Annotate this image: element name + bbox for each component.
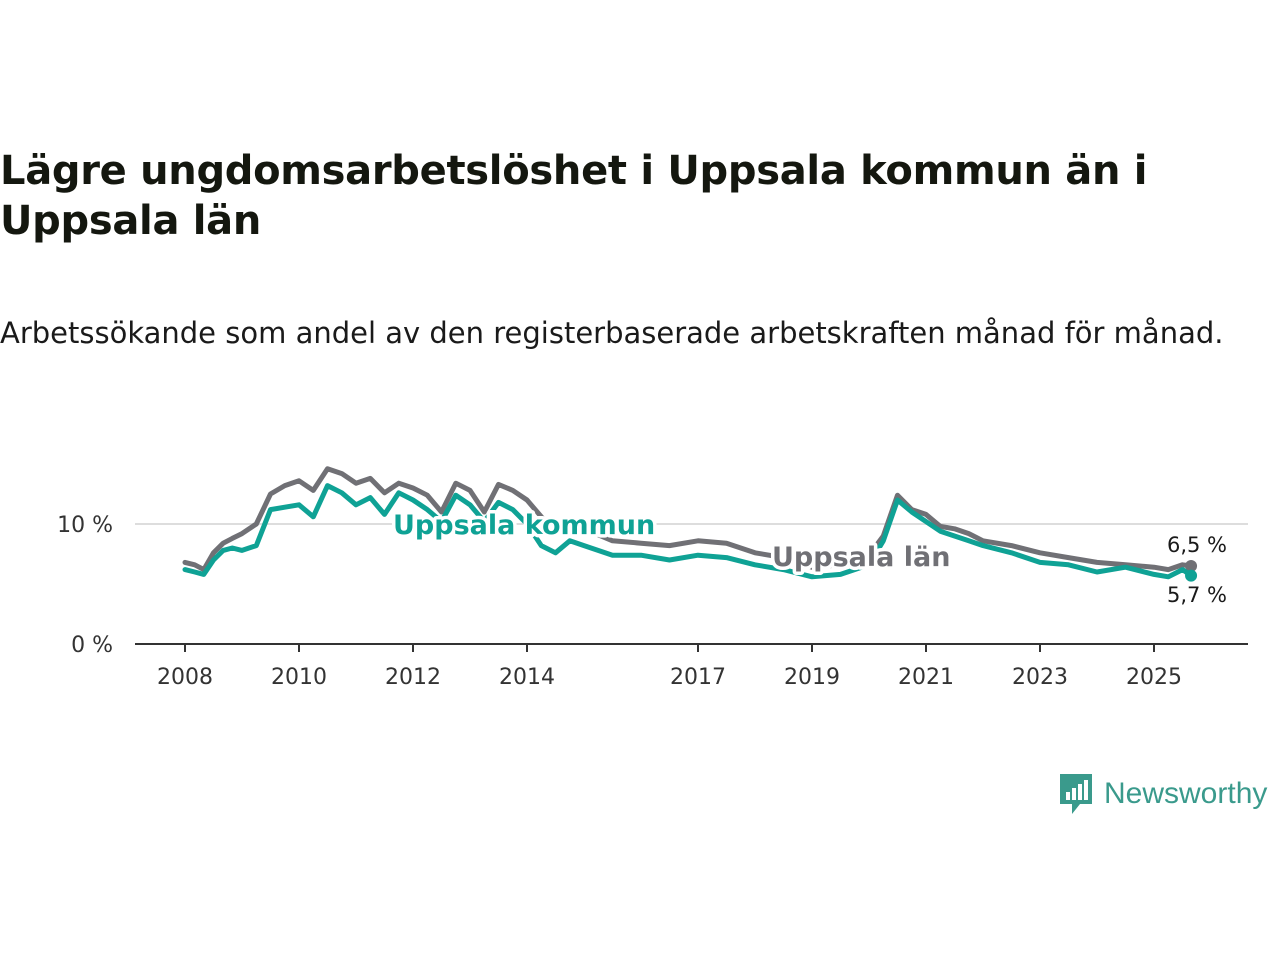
x-tick-label: 2019	[784, 665, 840, 690]
series-label-uppsala-kommun: Uppsala kommun	[393, 510, 655, 541]
series-line-uppsala-lan	[182, 466, 1194, 573]
x-axis	[135, 643, 1248, 652]
y-tick-label: 10 %	[57, 513, 113, 538]
end-label-uppsala-lan: 6,5 %	[1167, 533, 1227, 557]
x-tick-label: 2021	[898, 665, 954, 690]
end-point-uppsala-kommun	[1185, 569, 1198, 582]
end-point-uppsala-lan	[1185, 560, 1198, 572]
series-label-uppsala-lan: Uppsala län	[772, 542, 950, 573]
y-tick-label: 0 %	[71, 633, 113, 658]
chart-subtitle: Arbetssökande som andel av den registerb…	[0, 316, 1224, 350]
newsworthy-logo-icon	[1060, 774, 1092, 814]
x-tick-label: 2008	[157, 665, 213, 690]
brand-name: Newsworthy	[1104, 777, 1268, 810]
x-tick-label: 2025	[1126, 665, 1182, 690]
x-tick-label: 2017	[670, 665, 726, 690]
line-chart: 0 % 10 % 2008 2010 2012 2014 2017 2019 2021 2023 2…	[57, 466, 1248, 691]
label-layer: 0 % 10 % 2008 2010 2012 2014 2017 2019 2021 2023 2…	[57, 507, 1229, 691]
series-layer	[182, 466, 1198, 582]
brand: Newsworthy	[1058, 772, 1267, 816]
x-tick-label: 2012	[385, 665, 441, 690]
x-tick-label: 2023	[1012, 665, 1068, 690]
series-line-uppsala-kommun	[182, 483, 1194, 580]
end-label-uppsala-kommun: 5,7 %	[1167, 583, 1227, 607]
x-tick-label: 2014	[499, 665, 555, 690]
chart-title: Lägre ungdomsarbetslöshet i Uppsala komm…	[0, 148, 1148, 244]
x-tick-label: 2010	[271, 665, 327, 690]
